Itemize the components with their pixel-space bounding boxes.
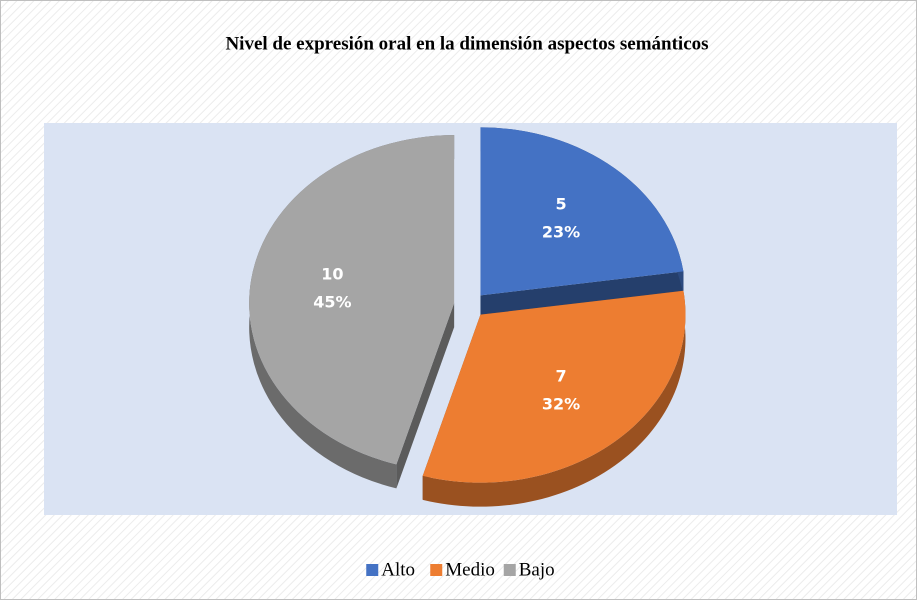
slice: [249, 135, 455, 465]
slice-side: [480, 271, 684, 320]
data-label-percent: 32%: [542, 394, 580, 413]
data-label: 10: [321, 264, 343, 283]
slice: [480, 127, 684, 296]
data-label-percent: 45%: [313, 292, 351, 311]
data-label: 7: [555, 366, 566, 385]
data-label-percent: 23%: [542, 223, 580, 242]
legend-swatch: [430, 564, 443, 576]
slice-side: [422, 290, 686, 507]
data-label: 5: [555, 195, 566, 214]
legend-label: Bajo: [519, 559, 555, 580]
chart-title: Nivel de expresión oral en la dimensión …: [225, 33, 708, 54]
legend-label: Alto: [381, 559, 415, 580]
legend-label: Medio: [445, 559, 495, 580]
slice: [422, 290, 686, 483]
legend-swatch: [366, 564, 379, 576]
slice-side: [396, 303, 455, 489]
legend-swatch: [503, 564, 516, 576]
